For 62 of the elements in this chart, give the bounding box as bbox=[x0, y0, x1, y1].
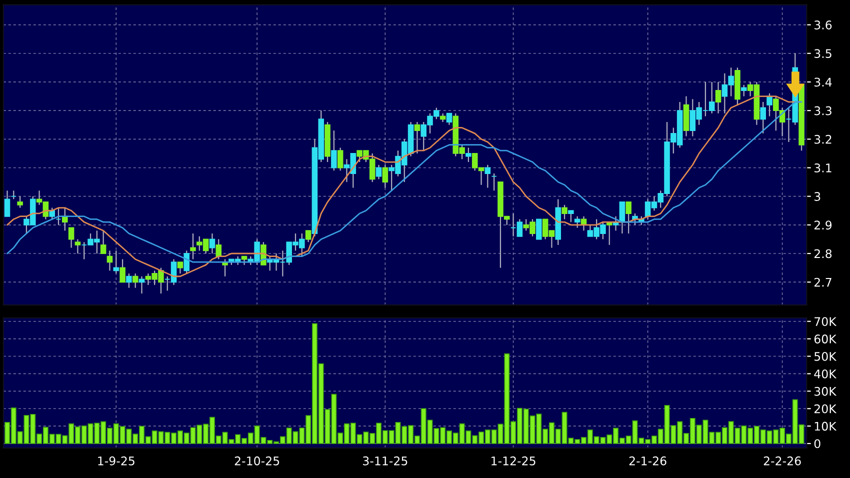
x-tick-label: 1-12-25 bbox=[492, 456, 536, 466]
y-tick-label: 3.1 bbox=[814, 163, 832, 172]
candlestick bbox=[126, 272, 132, 288]
candlestick bbox=[190, 232, 196, 260]
candlestick bbox=[209, 232, 216, 254]
candlestick bbox=[715, 81, 722, 114]
candlestick bbox=[766, 92, 772, 117]
candlestick bbox=[49, 207, 55, 220]
candlestick bbox=[466, 147, 472, 163]
y-tick-label: 3 bbox=[814, 192, 820, 201]
candlestick bbox=[68, 227, 74, 248]
candlestick bbox=[184, 250, 190, 274]
x-tick-label: 3-11-25 bbox=[363, 456, 408, 466]
y-tick-label: 3.6 bbox=[814, 20, 832, 30]
x-tick-label: 2-10-25 bbox=[234, 456, 280, 466]
candlestick bbox=[113, 250, 120, 274]
candlestick bbox=[382, 164, 388, 188]
y-tick-label: 3.3 bbox=[814, 106, 832, 116]
y-tick-label: 10K bbox=[814, 422, 837, 431]
candlestick bbox=[17, 196, 23, 208]
x-tick-label: 2-1-26 bbox=[629, 456, 666, 466]
y-tick-label: 3.5 bbox=[814, 49, 832, 58]
candlestick bbox=[120, 258, 126, 283]
candlestick bbox=[74, 238, 81, 254]
candlestick bbox=[138, 276, 145, 294]
candlestick bbox=[619, 201, 626, 234]
candlestick bbox=[626, 201, 632, 234]
y-tick-label: 3.4 bbox=[814, 78, 832, 87]
y-tick-label: 70K bbox=[814, 317, 837, 326]
x-tick-label: 1-9-25 bbox=[98, 456, 134, 466]
candlestick bbox=[177, 262, 184, 274]
candlestick bbox=[56, 207, 62, 226]
y-tick-label: 30K bbox=[814, 386, 837, 396]
candlestick bbox=[760, 101, 766, 134]
candlestick bbox=[484, 164, 491, 188]
candlestick bbox=[740, 84, 747, 97]
candlestick bbox=[305, 230, 312, 243]
candlestick bbox=[562, 204, 568, 220]
y-tick-label: 50K bbox=[814, 352, 837, 361]
candlestick bbox=[337, 147, 344, 172]
y-tick-label: 40K bbox=[814, 369, 837, 378]
candlestick bbox=[536, 218, 542, 240]
y-tick-label: 2.7 bbox=[814, 278, 832, 287]
y-tick-label: 60K bbox=[814, 334, 837, 344]
y-tick-label: 2.9 bbox=[814, 220, 832, 230]
candlestick bbox=[414, 121, 420, 154]
candlestick bbox=[100, 230, 106, 254]
candlestick bbox=[132, 272, 138, 288]
candlestick bbox=[568, 210, 574, 223]
x-tick-label: 2-2-26 bbox=[764, 456, 801, 466]
candlestick bbox=[574, 216, 580, 228]
candlestick bbox=[491, 172, 497, 192]
candlestick bbox=[446, 112, 452, 126]
candlestick bbox=[331, 130, 337, 172]
candlestick bbox=[376, 164, 382, 180]
y-tick-label: 2.8 bbox=[814, 249, 832, 258]
candlestick bbox=[4, 190, 10, 217]
y-tick-label: 3.2 bbox=[814, 134, 832, 144]
y-tick-label: 0 bbox=[814, 439, 820, 448]
y-tick-label: 20K bbox=[814, 404, 837, 414]
candlestick bbox=[106, 250, 113, 272]
candlestick bbox=[216, 238, 222, 260]
